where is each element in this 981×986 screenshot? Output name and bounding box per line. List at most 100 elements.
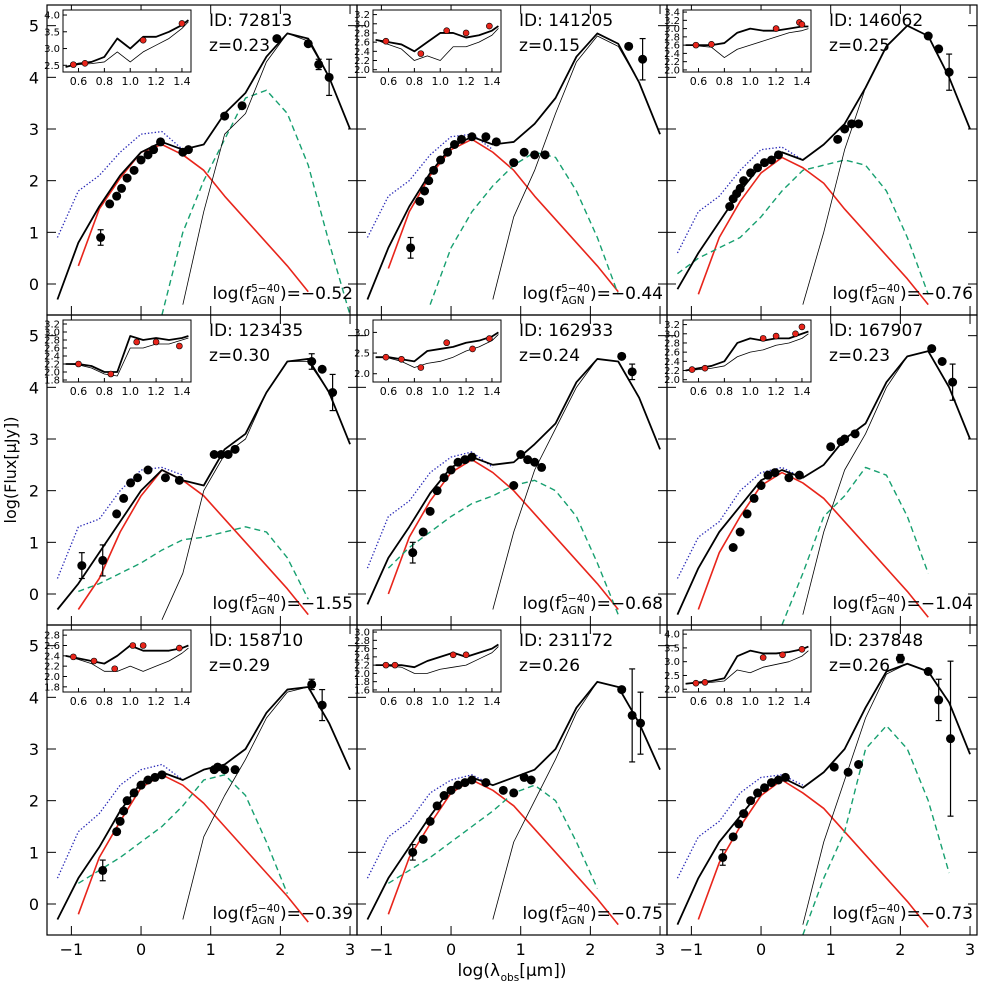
sed-curve (366, 680, 661, 920)
data-point (408, 847, 418, 857)
inset-plot (65, 642, 189, 673)
data-point (303, 39, 313, 49)
data-point (174, 475, 184, 485)
data-point (307, 357, 317, 366)
object-id: ID: 72813 (209, 11, 292, 31)
inset-x-tick-label: 0.6 (690, 695, 708, 708)
data-point (460, 778, 470, 788)
data-point (183, 145, 193, 155)
inset-x-tick-label: 1.4 (483, 695, 501, 708)
label-sub: AGN (252, 605, 275, 617)
data-point (117, 183, 127, 193)
y-tick-label: 1 (29, 533, 39, 552)
data-point (150, 772, 160, 782)
inset-y-tick-label: 4.0 (44, 11, 60, 22)
data-point (317, 700, 327, 710)
data-point (944, 67, 954, 77)
label-sub: AGN (562, 605, 585, 617)
sed-curve (387, 779, 619, 926)
inset-y-tick-label: 2.0 (664, 65, 680, 76)
inset-y-tick-label: 1.8 (354, 677, 370, 688)
data-point (230, 765, 240, 775)
data-point (126, 478, 136, 488)
inset-x-tick-label: 1.4 (173, 75, 191, 88)
panel-plot (366, 668, 661, 926)
sed-curve (77, 143, 309, 293)
inset-y-tick-label: 3.2 (44, 320, 60, 331)
inset-y-tick-label: 2.0 (354, 65, 370, 76)
panel-frame (666, 624, 978, 936)
object-id: ID: 123435 (209, 321, 303, 341)
label-sub: AGN (252, 915, 275, 927)
data-point (794, 470, 804, 480)
data-point (432, 801, 442, 811)
inset-point (417, 50, 425, 57)
inset-x-tick-label: 0.6 (70, 385, 88, 398)
inset-x-tick-label: 0.6 (70, 75, 88, 88)
label-text: log(f (213, 284, 253, 304)
data-point (156, 137, 166, 147)
data-point (735, 527, 745, 537)
sed-curve (429, 151, 619, 305)
inset-plot (375, 643, 499, 674)
label-sup: 5−40 (251, 283, 280, 295)
data-point (766, 778, 776, 788)
data-point (763, 470, 773, 480)
panel-plot (366, 351, 661, 615)
inset-point (708, 41, 715, 48)
inset-y-tick-label: 3.2 (354, 10, 370, 21)
data-point (530, 150, 540, 160)
data-point (453, 457, 463, 467)
data-point (314, 59, 324, 69)
data-point (209, 450, 219, 459)
data-point (220, 765, 230, 775)
x-tick-label: 3 (655, 940, 665, 959)
inset-y-tick-label: 3.0 (664, 329, 680, 340)
inset-x-tick-label: 1.0 (741, 385, 759, 398)
inset-point (701, 679, 709, 686)
object-id: ID: 237848 (829, 631, 923, 651)
inset-x-tick-label: 0.8 (96, 385, 114, 398)
data-point (432, 486, 442, 496)
label-sub: AGN (872, 605, 895, 617)
panel-plot (56, 32, 351, 315)
data-point (854, 760, 864, 769)
data-point (509, 158, 519, 168)
inset-y-tick-label: 2.2 (664, 366, 680, 377)
inset-y-tick-label: 2.6 (44, 344, 60, 355)
sed-curve (676, 466, 804, 579)
object-id: ID: 158710 (209, 631, 303, 651)
data-point (833, 134, 843, 144)
data-point (425, 506, 435, 516)
data-point (840, 124, 850, 134)
inset-point (417, 364, 425, 371)
data-point (119, 493, 129, 503)
inset-point (462, 29, 470, 37)
inset-point (792, 330, 799, 338)
label-text: log(f (213, 594, 253, 614)
data-point (840, 434, 850, 444)
data-point (718, 853, 728, 862)
label-text: [μm]) (519, 961, 566, 981)
label-text: log(f (833, 904, 873, 924)
inset-point (443, 339, 450, 347)
sed-curve (366, 774, 494, 879)
inset-point (486, 22, 493, 30)
data-point (77, 561, 87, 571)
data-point (324, 72, 334, 82)
data-point (753, 163, 763, 173)
data-point (843, 767, 853, 777)
x-tick-label: −1 (680, 940, 704, 959)
data-point (780, 772, 790, 782)
data-point (756, 481, 766, 490)
data-point (112, 509, 122, 519)
data-point (734, 819, 744, 829)
inset-y-tick-label: 2.2 (44, 360, 60, 371)
inset-x-tick-label: 1.2 (767, 75, 785, 88)
data-point (773, 150, 783, 160)
inset-curve (375, 331, 499, 363)
x-tick-label: 0 (446, 940, 456, 959)
inset-x-tick-label: 0.8 (96, 75, 114, 88)
sed-curve (56, 358, 351, 611)
